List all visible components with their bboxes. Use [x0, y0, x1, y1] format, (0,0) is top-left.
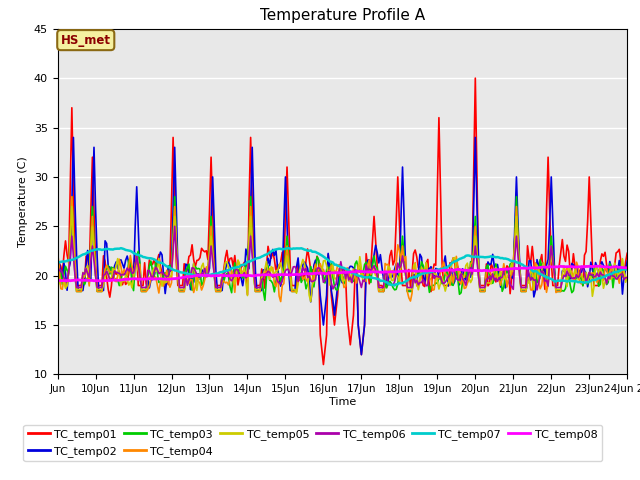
TC_temp03: [400, 253, 408, 259]
TC_temp01: [472, 75, 479, 81]
TC_temp03: [71, 273, 79, 278]
TC_temp01: [54, 266, 61, 272]
TC_temp01: [70, 184, 77, 190]
TC_temp08: [623, 265, 631, 271]
TC_temp02: [413, 277, 420, 283]
TC_temp02: [400, 216, 408, 222]
TC_temp06: [623, 275, 631, 280]
TC_temp04: [161, 276, 169, 282]
TC_temp01: [380, 288, 387, 294]
TC_temp06: [70, 253, 77, 259]
TC_temp02: [623, 258, 631, 264]
TC_temp07: [117, 245, 125, 251]
TC_temp08: [54, 277, 61, 283]
TC_temp04: [381, 261, 389, 266]
TC_temp04: [54, 250, 61, 256]
TC_temp02: [54, 266, 61, 272]
TC_temp04: [68, 194, 76, 200]
TC_temp06: [412, 280, 419, 286]
TC_temp07: [380, 278, 387, 284]
Line: TC_temp04: TC_temp04: [58, 197, 627, 301]
TC_temp02: [71, 201, 79, 207]
Line: TC_temp01: TC_temp01: [58, 78, 627, 364]
TC_temp03: [381, 279, 389, 285]
TC_temp05: [68, 204, 76, 209]
Text: HS_met: HS_met: [61, 34, 111, 47]
TC_temp07: [161, 263, 169, 268]
TC_temp03: [623, 276, 631, 282]
Line: TC_temp06: TC_temp06: [58, 226, 627, 290]
TC_temp03: [413, 269, 420, 275]
TC_temp02: [358, 352, 365, 358]
TC_temp07: [391, 283, 399, 288]
TC_temp04: [557, 288, 564, 294]
TC_temp08: [70, 277, 77, 283]
TC_temp05: [307, 299, 315, 304]
TC_temp07: [623, 265, 631, 271]
TC_temp01: [557, 250, 564, 256]
Line: TC_temp05: TC_temp05: [58, 206, 627, 301]
Y-axis label: Temperature (C): Temperature (C): [18, 156, 28, 247]
TC_temp02: [381, 271, 389, 277]
TC_temp06: [160, 271, 168, 276]
TC_temp03: [261, 298, 269, 303]
TC_temp06: [171, 223, 179, 229]
TC_temp08: [412, 268, 419, 274]
TC_temp02: [557, 288, 564, 293]
TC_temp04: [623, 276, 631, 282]
TC_temp08: [596, 264, 604, 269]
TC_temp03: [54, 283, 61, 288]
TC_temp05: [71, 273, 79, 278]
TC_temp07: [557, 278, 564, 284]
TC_temp07: [400, 279, 408, 285]
TC_temp08: [97, 278, 104, 284]
TC_temp04: [71, 260, 79, 266]
TC_temp01: [412, 247, 419, 253]
TC_temp03: [557, 288, 564, 294]
TC_temp01: [623, 251, 631, 256]
TC_temp05: [161, 280, 169, 286]
TC_temp07: [413, 273, 420, 279]
TC_temp03: [68, 194, 76, 200]
TC_temp08: [380, 269, 387, 275]
Line: TC_temp02: TC_temp02: [58, 137, 627, 355]
Line: TC_temp08: TC_temp08: [58, 266, 627, 281]
TC_temp03: [161, 270, 169, 276]
TC_temp05: [381, 275, 389, 280]
TC_temp01: [319, 361, 327, 367]
TC_temp08: [399, 268, 406, 274]
TC_temp06: [533, 287, 541, 293]
TC_temp07: [54, 259, 61, 265]
Title: Temperature Profile A: Temperature Profile A: [260, 9, 425, 24]
TC_temp06: [54, 263, 61, 268]
TC_temp08: [556, 264, 563, 269]
TC_temp08: [161, 276, 169, 282]
TC_temp02: [70, 134, 77, 140]
TC_temp04: [400, 258, 408, 264]
TC_temp04: [413, 283, 420, 289]
TC_temp05: [54, 284, 61, 290]
TC_temp02: [161, 291, 169, 297]
TC_temp05: [413, 278, 420, 284]
TC_temp05: [400, 263, 408, 269]
Legend: TC_temp01, TC_temp02, TC_temp03, TC_temp04, TC_temp05, TC_temp06, TC_temp07, TC_: TC_temp01, TC_temp02, TC_temp03, TC_temp…: [23, 425, 602, 461]
TC_temp06: [399, 253, 406, 259]
Line: TC_temp03: TC_temp03: [58, 197, 627, 300]
TC_temp07: [70, 257, 77, 263]
TC_temp04: [277, 299, 285, 304]
TC_temp06: [380, 285, 387, 290]
TC_temp05: [623, 274, 631, 279]
TC_temp01: [160, 280, 168, 286]
TC_temp05: [557, 287, 564, 292]
TC_temp06: [557, 285, 564, 290]
Line: TC_temp07: TC_temp07: [58, 248, 627, 286]
X-axis label: Time: Time: [329, 397, 356, 407]
TC_temp01: [399, 283, 406, 288]
